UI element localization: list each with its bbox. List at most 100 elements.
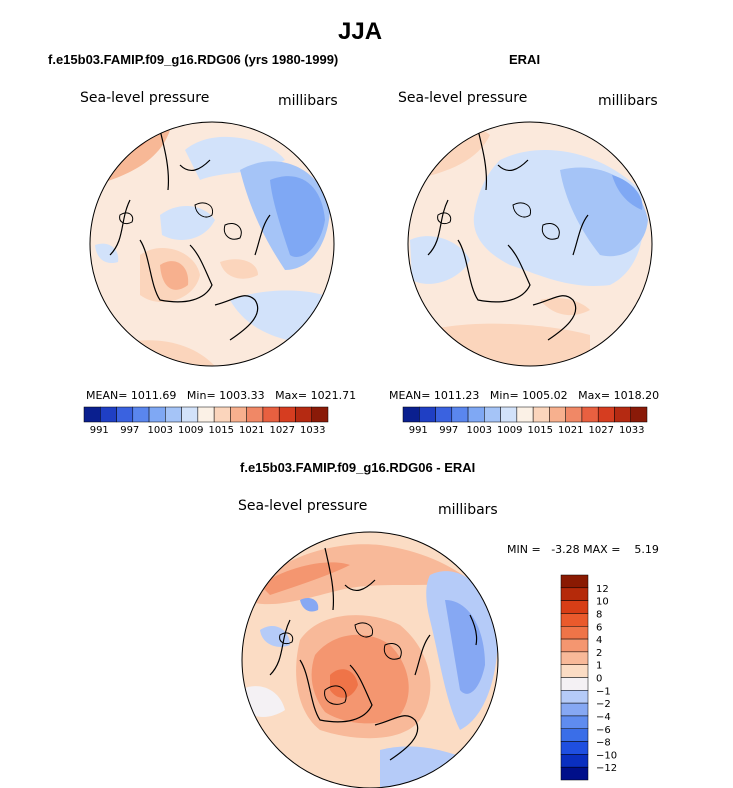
colorbar-tick-label: 991	[409, 425, 428, 436]
colorbar-swatch	[560, 600, 589, 614]
colorbar-tick-label: −12	[596, 763, 617, 774]
colorbar-tick-label: 1009	[497, 425, 522, 436]
contour-low	[95, 243, 119, 264]
mean-value: 1011.69	[130, 389, 177, 402]
colorbar-tick-label: 1009	[178, 425, 203, 436]
colorbar-tick-label: 12	[596, 584, 609, 595]
colorbar-swatch	[197, 406, 215, 423]
panel-diff-stats: MIN = -3.28 MAX = 5.19	[507, 543, 659, 556]
colorbar-swatch	[532, 406, 550, 423]
colorbar-swatch	[565, 406, 583, 423]
colorbar-tick-label: 8	[596, 609, 602, 620]
colorbar-tick-label: 2	[596, 648, 602, 659]
colorbar-swatch	[311, 406, 329, 423]
map-diff-border	[241, 531, 499, 788]
colorbar-swatch	[100, 406, 117, 423]
panel-left-stats: MEAN= 1011.69 Min= 1003.33 Max= 1021.71	[86, 389, 356, 402]
mean-label: MEAN=	[86, 389, 128, 402]
colorbar-tick-label: −1	[596, 686, 611, 697]
contour-pos	[245, 544, 470, 605]
colorbar-tick-label: 1	[596, 661, 602, 672]
colorbar-swatch	[630, 406, 648, 423]
colorbar-swatch	[230, 406, 247, 423]
contour-high	[540, 298, 590, 316]
colorbar-tick-label: 1003	[467, 425, 492, 436]
colorbar-swatch	[467, 406, 485, 423]
colorbar-swatch	[597, 406, 615, 423]
colorbar-swatch	[560, 587, 589, 601]
min-label: Min=	[489, 389, 519, 402]
colorbar-erai: 991 997 1003 1009 1015 1021 1027 1033	[402, 406, 648, 436]
colorbar-tick-label: 1033	[619, 425, 644, 436]
coastline	[269, 547, 478, 761]
max-label: Max=	[578, 389, 611, 402]
colorbar-swatch	[500, 406, 518, 423]
colorbar-swatch	[560, 651, 589, 665]
colorbar-tick-label: 1003	[148, 425, 173, 436]
contour-pos-core	[330, 669, 358, 698]
colorbar-swatch	[278, 406, 296, 423]
colorbar-swatch	[419, 406, 436, 423]
colorbar-swatch	[148, 406, 166, 423]
contour-high	[430, 323, 590, 366]
contour-high-core	[160, 261, 189, 290]
colorbar-swatch	[560, 638, 589, 653]
mean-value: 1011.23	[433, 389, 480, 402]
colorbar-swatch	[581, 406, 599, 423]
coastline-islands	[119, 202, 242, 240]
panel-left-units: millibars	[278, 93, 338, 109]
panel-diff-title: f.e15b03.FAMIP.f09_g16.RDG06 - ERAI	[240, 460, 476, 475]
contour-low-core	[612, 175, 643, 210]
panel-diff-variable: Sea-level pressure	[238, 498, 368, 514]
colorbar-swatch	[213, 406, 231, 423]
map-erai	[408, 122, 652, 366]
colorbar-tick-label: 4	[596, 635, 602, 646]
colorbar-swatch	[484, 406, 501, 423]
colorbar-swatch	[132, 406, 150, 423]
colorbar-swatch	[560, 766, 589, 781]
map-diff	[242, 532, 498, 788]
max-value: 1021.71	[310, 389, 357, 402]
colorbar-model: 991 997 1003 1009 1015 1021 1027 1033	[83, 406, 329, 436]
colorbar-tick-label: 6	[596, 622, 602, 633]
colorbar-swatch	[560, 741, 589, 755]
coastline	[427, 129, 589, 341]
colorbar-swatch	[262, 406, 280, 423]
min-value: 1003.33	[219, 389, 265, 402]
map-model	[90, 122, 334, 366]
mean-label: MEAN=	[389, 389, 431, 402]
min-label: MIN =	[507, 543, 541, 556]
contour-low-core	[270, 176, 325, 257]
colorbar-swatch	[560, 574, 589, 589]
min-value: -3.28	[551, 543, 580, 556]
coastline	[109, 129, 271, 341]
colorbar-tick-label: 997	[120, 425, 139, 436]
colorbar-swatch	[549, 406, 566, 423]
max-label: Max=	[275, 389, 308, 402]
colorbar-swatch	[560, 715, 589, 729]
colorbar-tick-label: 1027	[270, 425, 295, 436]
colorbar-tick-label: 1027	[589, 425, 614, 436]
colorbar-tick-label: −8	[596, 738, 611, 749]
panel-right-units: millibars	[598, 93, 658, 109]
colorbar-swatch	[402, 406, 420, 423]
colorbar-swatch	[560, 702, 589, 717]
panel-right-stats: MEAN= 1011.23 Min= 1005.02 Max= 1018.20	[389, 389, 659, 402]
colorbar-swatch	[560, 690, 589, 704]
colorbar-swatch	[165, 406, 182, 423]
colorbar-swatch	[516, 406, 534, 423]
map-model-border	[89, 121, 335, 367]
contour-low	[160, 205, 215, 240]
max-value: 5.19	[634, 543, 659, 556]
panel-right-title: ERAI	[509, 52, 541, 67]
colorbar-tick-label: 991	[90, 425, 109, 436]
colorbar-swatch	[560, 728, 589, 742]
contour-low	[410, 236, 470, 284]
colorbar-tick-label: −10	[596, 750, 617, 761]
contour-neg	[300, 598, 319, 612]
contour-low	[185, 136, 285, 180]
panel-left-variable: Sea-level pressure	[80, 90, 210, 106]
contour-neg	[445, 600, 485, 694]
